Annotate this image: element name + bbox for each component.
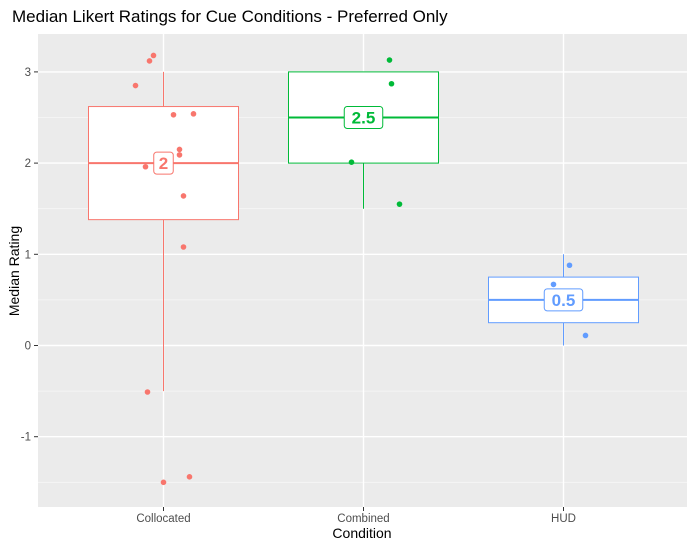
median-label: 0.5 [552,291,576,310]
box-group-collocated: 2 [88,52,239,486]
y-tick-label: 2 [25,158,31,170]
data-point [550,281,557,288]
data-point [176,152,183,158]
median-label-box [343,106,384,129]
data-point [388,80,395,87]
box-group-combined: 2.5 [288,57,439,209]
median-label: 2 [159,154,168,173]
y-axis-title: Median Rating [6,226,22,316]
y-tick-label: 0 [25,341,31,353]
x-axis-title: Condition [332,525,391,541]
x-tick-label: HUD [551,513,576,525]
data-point [170,111,177,118]
data-point [146,58,153,64]
data-point [160,479,167,486]
data-point [142,163,149,170]
y-axis-ticks: -1 0 1 2 3 [21,67,38,444]
x-tick-label: Combined [337,513,389,525]
data-point [150,52,157,59]
data-point [566,262,573,269]
data-point [132,82,139,89]
chart-title: Median Likert Ratings for Cue Conditions… [12,7,448,26]
median-label-box [153,151,174,175]
data-point [144,389,151,395]
data-point [386,57,393,63]
data-point [180,244,187,250]
data-point [176,146,183,153]
box-group-hud: 0.5 [488,254,639,346]
data-point [396,201,403,207]
y-tick-label: 3 [25,67,31,79]
y-tick-label: 1 [25,249,31,261]
data-point [582,332,589,339]
data-point [186,474,193,480]
x-tick-label: Collocated [136,513,190,525]
x-axis-ticks: Collocated Combined HUD [136,507,576,525]
median-label: 2.5 [352,109,376,128]
y-tick-label: -1 [21,432,31,444]
boxes: 2 2.5 0.5 [88,52,639,486]
data-point [190,111,197,117]
median-label-box [543,288,584,312]
data-point [180,193,187,199]
data-point [348,159,355,165]
